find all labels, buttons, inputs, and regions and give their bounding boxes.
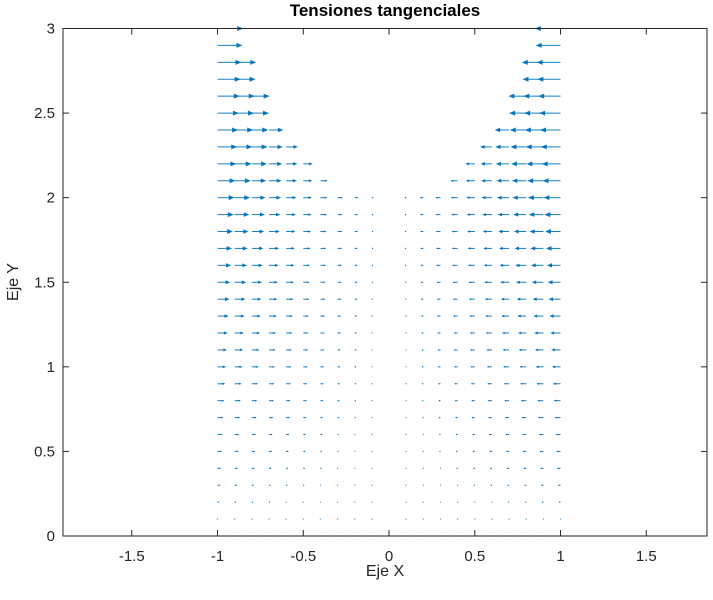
chart-title: Tensiones tangenciales <box>289 1 481 20</box>
y-tick-label: 3 <box>47 21 55 38</box>
x-axis-label: Eje X <box>365 563 405 580</box>
y-axis-label: Eje Y <box>5 263 22 301</box>
y-tick-label: 1 <box>47 359 55 376</box>
y-tick-label: 2 <box>47 190 55 207</box>
quiver-field <box>216 25 562 537</box>
axis-ticks <box>63 28 707 537</box>
y-tick-label: 0 <box>47 528 55 545</box>
x-tick-label: -0.5 <box>290 548 316 565</box>
x-tick-label: 1.5 <box>636 548 657 565</box>
tick-labels: -1.5 -1 -0.5 0 0.5 1 1.5 0 0.5 1 1.5 2 2.5 3 <box>34 21 657 566</box>
axes-box <box>62 28 708 537</box>
x-tick-label: 0 <box>385 548 393 565</box>
y-tick-label: 2.5 <box>34 105 55 122</box>
x-tick-label: 1 <box>556 548 564 565</box>
x-tick-label: 0.5 <box>464 548 485 565</box>
x-tick-label: -1.5 <box>119 548 145 565</box>
x-tick-label: -1 <box>211 548 224 565</box>
y-tick-label: 1.5 <box>34 274 55 291</box>
y-tick-label: 0.5 <box>34 443 55 460</box>
